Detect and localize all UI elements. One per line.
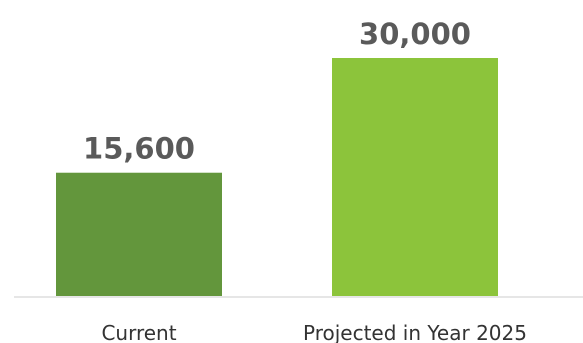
bar-2 xyxy=(332,58,498,297)
bar-1 xyxy=(56,172,222,297)
bars-group xyxy=(56,58,498,297)
category-label-1: Current xyxy=(101,321,176,343)
data-label-1: 15,600 xyxy=(83,132,195,166)
data-label-2: 30,000 xyxy=(359,17,471,51)
labels-group: 15,600 Current 30,000 Projected in Year 202… xyxy=(83,17,527,343)
category-label-2: Projected in Year 2025 xyxy=(303,321,527,343)
